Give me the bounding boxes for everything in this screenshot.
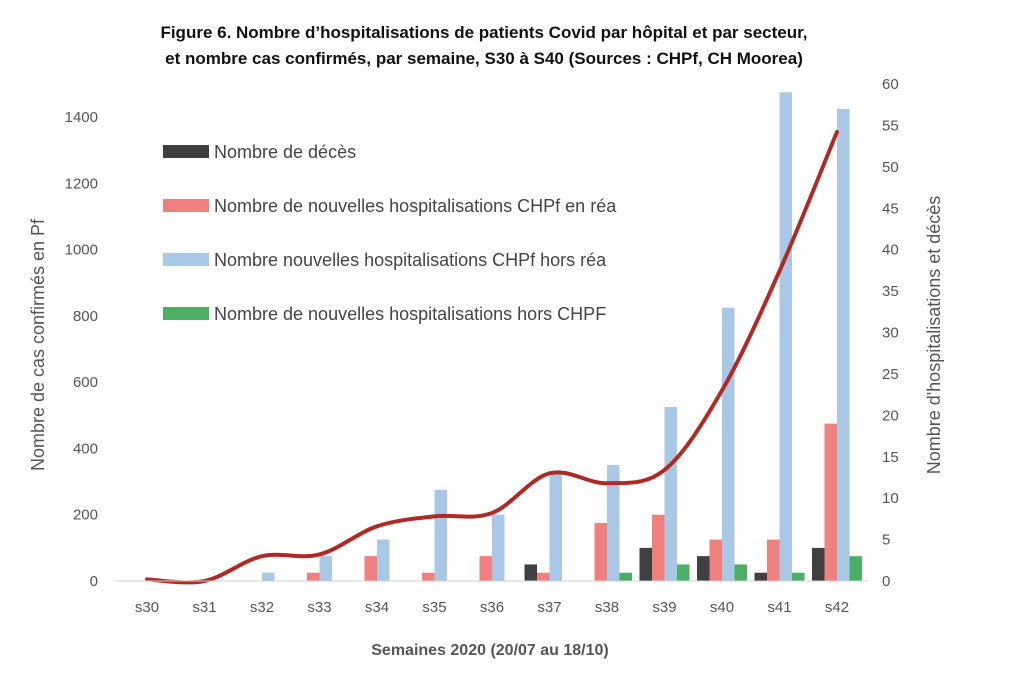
right-tick-label: 35 — [882, 283, 899, 300]
bar — [364, 556, 377, 581]
cases-line — [145, 129, 839, 585]
bar — [262, 572, 275, 581]
x-tick-label: s41 — [767, 599, 791, 616]
x-tick-label: s35 — [422, 599, 446, 616]
bar — [697, 556, 710, 581]
x-axis-title: Semaines 2020 (20/07 au 18/10) — [371, 642, 609, 659]
x-tick-label: s40 — [710, 599, 734, 616]
left-tick-label: 400 — [73, 440, 98, 457]
bar — [524, 564, 537, 581]
left-tick-label: 0 — [90, 573, 98, 590]
right-tick-label: 45 — [882, 200, 899, 217]
bar — [709, 539, 722, 581]
right-tick-label: 30 — [882, 325, 899, 342]
chart-title-line-2: et nombre cas confirmés, par semaine, S3… — [165, 49, 803, 68]
chart-title: Figure 6. Nombre d’hospitalisations de p… — [160, 23, 807, 68]
x-tick-label: s37 — [537, 599, 561, 616]
right-tick-label: 60 — [882, 76, 899, 93]
bar — [792, 572, 805, 581]
legend-label: Nombre de nouvelles hospitalisations CHP… — [214, 196, 617, 216]
bar — [734, 564, 747, 581]
right-tick-label: 50 — [882, 159, 899, 176]
x-tick-label: s38 — [595, 599, 619, 616]
left-axis-ticks: 0 200 400 600 800 1000 1200 1400 — [65, 109, 98, 590]
bar — [307, 572, 320, 581]
x-tick-label: s36 — [480, 599, 504, 616]
right-tick-label: 15 — [882, 449, 899, 466]
legend-label: Nombre nouvelles hospitalisations CHPf h… — [214, 250, 607, 270]
right-axis-ticks: 0 5 10 15 20 25 30 35 40 45 50 55 60 — [882, 76, 899, 590]
x-tick-label: s31 — [192, 599, 216, 616]
legend-swatch — [163, 307, 209, 320]
bar — [639, 547, 652, 581]
bar — [767, 539, 780, 581]
left-tick-label: 600 — [73, 374, 98, 391]
bar — [849, 556, 862, 581]
legend: Nombre de décès Nombre de nouvelles hospi… — [163, 142, 617, 324]
x-tick-label: s30 — [135, 599, 159, 616]
bar — [664, 407, 677, 581]
left-tick-label: 800 — [73, 308, 98, 325]
right-tick-label: 10 — [882, 490, 899, 507]
right-axis-title: Nombre d'hospitalisations et décès — [924, 196, 944, 475]
bar — [779, 92, 792, 582]
bar — [619, 572, 632, 581]
bar — [607, 465, 620, 581]
bar-layer — [262, 92, 862, 582]
x-tick-label: s42 — [825, 599, 849, 616]
x-tick-label: s33 — [307, 599, 331, 616]
bar — [549, 473, 562, 581]
bar — [492, 514, 505, 581]
x-tick-label: s39 — [652, 599, 676, 616]
left-tick-label: 1000 — [65, 242, 98, 259]
bar — [434, 489, 447, 581]
left-axis-title: Nombre de cas confirmés en Pf — [28, 218, 48, 471]
right-tick-label: 55 — [882, 117, 899, 134]
bar — [479, 556, 492, 581]
bar — [754, 572, 767, 581]
chart-title-line-1: Figure 6. Nombre d’hospitalisations de p… — [160, 23, 807, 42]
x-tick-label: s32 — [250, 599, 274, 616]
left-tick-label: 1200 — [65, 175, 98, 192]
x-axis-ticks: s30 s31 s32 s33 s34 s35 s36 s37 s38 s39 s40 s41 s42 — [135, 599, 849, 616]
line-layer — [145, 129, 839, 585]
legend-swatch — [163, 145, 209, 158]
right-tick-label: 0 — [882, 573, 890, 590]
right-tick-label: 40 — [882, 242, 899, 259]
legend-swatch — [163, 253, 209, 266]
legend-swatch — [163, 199, 209, 212]
right-tick-label: 5 — [882, 532, 890, 549]
legend-label: Nombre de décès — [214, 142, 356, 162]
bar — [824, 423, 837, 581]
bar — [652, 514, 665, 581]
legend-label: Nombre de nouvelles hospitalisations hor… — [214, 304, 606, 324]
bar — [377, 539, 390, 581]
left-tick-label: 200 — [73, 507, 98, 524]
x-tick-label: s34 — [365, 599, 389, 616]
right-tick-label: 25 — [882, 366, 899, 383]
bar — [537, 572, 550, 581]
bar — [812, 547, 825, 581]
right-tick-label: 20 — [882, 407, 899, 424]
bar — [837, 108, 850, 581]
bar — [319, 556, 332, 581]
bar — [722, 307, 735, 581]
left-tick-label: 1400 — [65, 109, 98, 126]
bar — [677, 564, 690, 581]
bar — [594, 523, 607, 581]
bar — [422, 572, 435, 581]
